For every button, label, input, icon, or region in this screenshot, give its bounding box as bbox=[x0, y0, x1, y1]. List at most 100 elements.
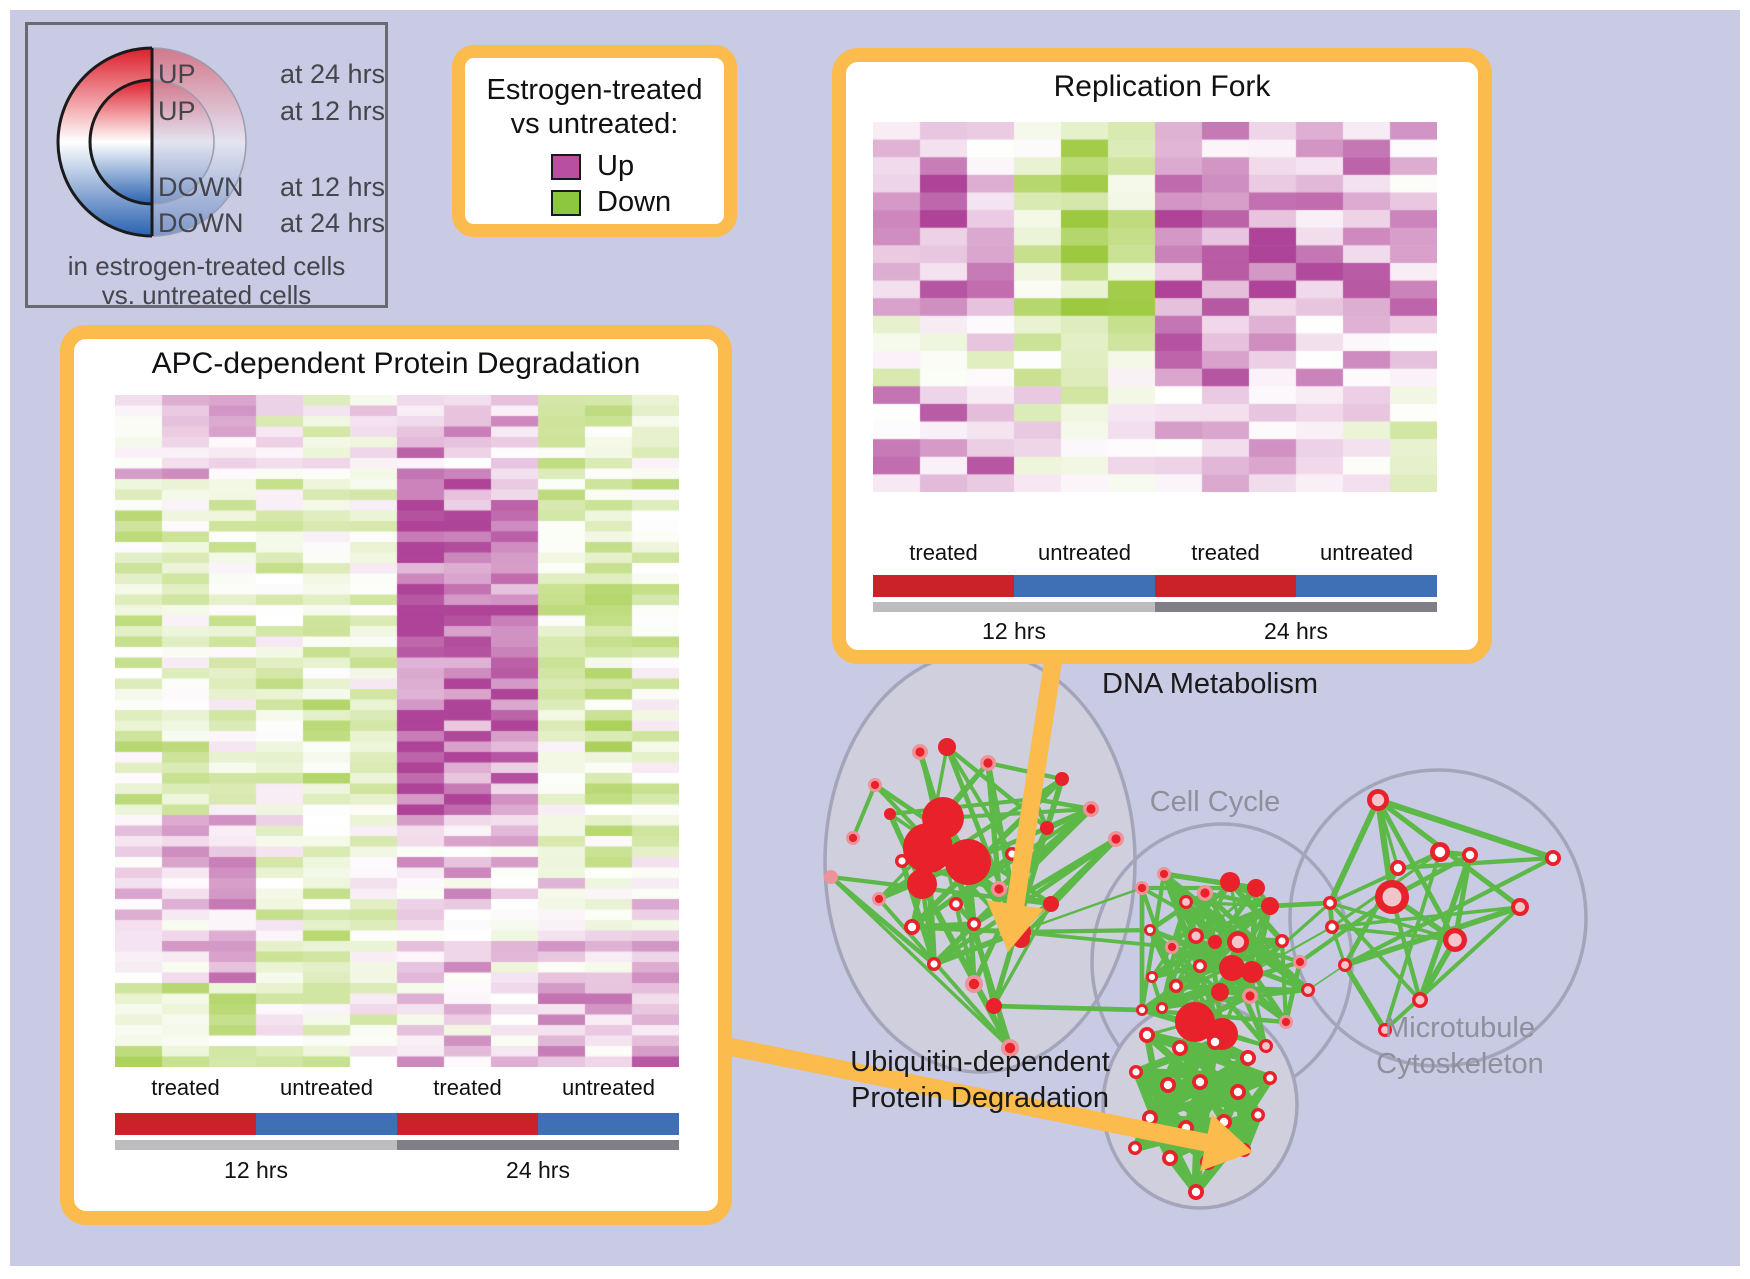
condition-color-bars bbox=[115, 1113, 679, 1135]
apc-degradation-heatmap bbox=[115, 395, 679, 1067]
time-labels-row: 12 hrs 24 hrs bbox=[873, 618, 1437, 645]
network-edge bbox=[1141, 939, 1283, 1012]
cluster-label-text: Cell Cycle bbox=[1149, 786, 1281, 818]
network-edge bbox=[1199, 939, 1283, 968]
network-node bbox=[1156, 1002, 1168, 1014]
bar-time12 bbox=[115, 1140, 397, 1150]
network-node bbox=[1001, 1039, 1019, 1057]
network-edge bbox=[1192, 1041, 1219, 1193]
network-node bbox=[945, 839, 991, 885]
cluster-label-cell-cycle: Cell Cycle bbox=[1100, 784, 1330, 820]
network-edge bbox=[1383, 905, 1522, 1032]
network-node bbox=[1263, 1071, 1277, 1085]
network-edge bbox=[1017, 886, 1143, 934]
network-node bbox=[1545, 850, 1561, 866]
network-node bbox=[1169, 979, 1183, 993]
network-node bbox=[1378, 1023, 1392, 1037]
bar-treated bbox=[397, 1113, 538, 1135]
ring-legend-dir-inner-bottom: DOWN bbox=[158, 172, 244, 202]
network-node bbox=[1139, 1027, 1155, 1043]
network-node bbox=[1193, 959, 1207, 973]
network-node bbox=[1219, 955, 1245, 981]
network-edge bbox=[829, 875, 1012, 1050]
cluster-label-text: Cytoskeleton bbox=[1376, 1048, 1544, 1080]
network-node bbox=[1175, 1002, 1215, 1042]
cluster-ellipse-mt bbox=[1288, 768, 1588, 1068]
legend-item-down: Down bbox=[551, 186, 671, 219]
network-node bbox=[1108, 831, 1124, 847]
network-edge bbox=[1342, 963, 1388, 1032]
network-node bbox=[1128, 1141, 1142, 1155]
time-color-bars bbox=[873, 602, 1437, 612]
network-edge bbox=[911, 852, 1013, 929]
ring-color-legend: UP at 24 hrs UP at 12 hrs DOWN at 12 hrs… bbox=[25, 22, 388, 310]
ring-legend-footer-line1: in estrogen-treated cells bbox=[67, 251, 346, 281]
network-node bbox=[949, 897, 963, 911]
cluster-label-text: DNA Metabolism bbox=[1102, 668, 1318, 700]
network-edge bbox=[1203, 891, 1310, 992]
network-edge bbox=[1250, 901, 1332, 974]
network-edge bbox=[1017, 927, 1151, 935]
network-node bbox=[872, 892, 886, 906]
condition-label: treated bbox=[433, 1075, 502, 1100]
network-node bbox=[903, 823, 953, 873]
network-node bbox=[868, 778, 882, 792]
network-node bbox=[1261, 897, 1279, 915]
time-label-12hrs: 12 hrs bbox=[982, 618, 1046, 644]
network-edge bbox=[899, 860, 937, 965]
network-node bbox=[1136, 1004, 1148, 1016]
network-node bbox=[1172, 1040, 1188, 1056]
network-node bbox=[1462, 847, 1478, 863]
up-label: Up bbox=[597, 150, 635, 182]
cluster-label-text: Protein Degradation bbox=[851, 1082, 1109, 1114]
network-node bbox=[991, 881, 1007, 897]
network-edge bbox=[1344, 856, 1554, 967]
network-edge bbox=[889, 796, 1035, 817]
cluster-label-dna-metabolism: DNA Metabolism bbox=[1050, 666, 1370, 702]
network-edge bbox=[1376, 799, 1400, 869]
network-edge bbox=[910, 807, 1093, 929]
condition-label: treated bbox=[151, 1075, 220, 1100]
network-node bbox=[980, 755, 996, 771]
network-node bbox=[1242, 988, 1258, 1004]
network-edge bbox=[1344, 904, 1521, 968]
bar-time24 bbox=[1155, 602, 1437, 612]
ring-legend-dir-inner-top: UP bbox=[158, 96, 196, 126]
time-color-bars bbox=[115, 1140, 679, 1150]
network-edge bbox=[1218, 990, 1268, 1048]
down-label: Down bbox=[597, 186, 672, 218]
bar-time24 bbox=[397, 1140, 679, 1150]
legend-item-up: Up bbox=[551, 150, 634, 183]
panel-replication-fork: Replication Fork treated untreated treat… bbox=[832, 48, 1492, 664]
network-node bbox=[1220, 872, 1240, 892]
network-node bbox=[907, 869, 937, 899]
condition-label: treated bbox=[1191, 540, 1260, 565]
network-edge bbox=[1327, 798, 1381, 905]
ring-legend-footer-line2: vs. untreated cells bbox=[101, 280, 312, 310]
bar-treated bbox=[115, 1113, 256, 1135]
network-edge bbox=[1251, 926, 1333, 973]
time-label-24hrs: 24 hrs bbox=[1264, 618, 1328, 644]
network-nodes bbox=[824, 738, 1561, 1200]
bar-treated bbox=[1155, 575, 1296, 597]
network-edge bbox=[877, 897, 1012, 1050]
callout-arrow bbox=[724, 1037, 1253, 1171]
network-node bbox=[1208, 935, 1222, 949]
cluster-label-ubiquitin-degradation: Ubiquitin-dependent Protein Degradation bbox=[820, 1044, 1140, 1116]
network-edge bbox=[1151, 963, 1201, 980]
network-edge bbox=[1307, 964, 1346, 991]
network-node bbox=[1227, 931, 1249, 953]
condition-labels-row: treated untreated treated untreated bbox=[115, 1075, 679, 1101]
network-node bbox=[1179, 895, 1193, 909]
network-node bbox=[1197, 885, 1213, 901]
panel-title: Replication Fork bbox=[1053, 70, 1271, 103]
network-edge bbox=[1417, 854, 1473, 1001]
callout-arrow bbox=[986, 596, 1072, 952]
network-edge bbox=[1048, 836, 1119, 907]
condition-labels-row: treated untreated treated untreated bbox=[873, 540, 1437, 566]
network-node bbox=[1040, 821, 1054, 835]
condition-label: untreated bbox=[1038, 540, 1131, 565]
bar-treated bbox=[873, 575, 1014, 597]
comparison-color-legend: Estrogen-treated vs untreated: Up Down bbox=[452, 45, 737, 237]
network-edge bbox=[971, 923, 997, 1007]
